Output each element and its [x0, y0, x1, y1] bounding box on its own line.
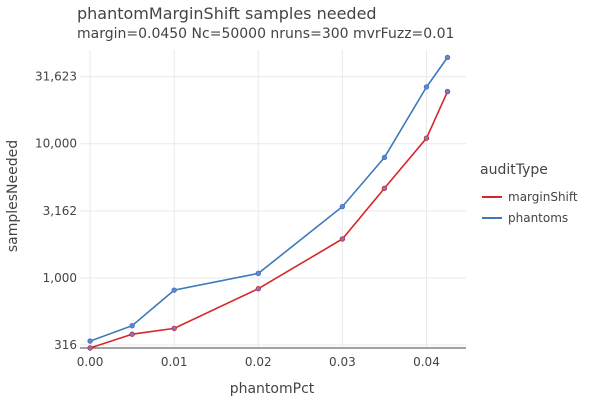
grid [80, 50, 466, 348]
data-point-phantoms [171, 287, 177, 293]
legend-title: auditType [480, 162, 548, 178]
x-tick-label: 0.01 [161, 355, 188, 369]
series-line-marginShift [89, 91, 449, 349]
data-point-marginShift [381, 185, 388, 192]
chart-subtitle: margin=0.0450 Nc=50000 nruns=300 mvrFuzz… [77, 26, 454, 42]
data-point-marginShift [129, 331, 135, 337]
data-point-marginShift [339, 236, 346, 242]
data-point-phantoms [444, 54, 451, 61]
y-tick-label: 10,000 [35, 137, 77, 151]
x-tick-label: 0.00 [77, 355, 104, 369]
x-axis-label: phantomPct [230, 381, 315, 397]
x-tick-label: 0.02 [245, 355, 272, 369]
data-point-phantoms [423, 84, 430, 90]
axes: 0.00 0.01 0.02 0.03 0.04 316 1,000 3,162 10,000 3… [35, 70, 466, 369]
data-point-marginShift [255, 286, 261, 292]
y-tick-label: 31,623 [35, 70, 77, 84]
data-point-phantoms [255, 270, 261, 277]
data-point-phantoms [339, 203, 346, 210]
y-tick-label: 3,162 [43, 204, 77, 218]
data-point-marginShift [171, 325, 177, 332]
data-point-phantoms [87, 338, 93, 344]
x-tick-label: 0.04 [413, 355, 440, 369]
y-tick-label: 1,000 [43, 271, 77, 285]
legend-label-marginShift: marginShift [508, 190, 578, 204]
data-point-marginShift [423, 135, 430, 141]
data-point-marginShift [444, 88, 451, 95]
data-point-phantoms [129, 322, 135, 329]
data-point-phantoms [381, 154, 388, 161]
legend: auditType marginShift phantoms [480, 162, 578, 225]
x-tick-label: 0.03 [329, 355, 356, 369]
series-line-phantoms [89, 56, 449, 342]
data-point-marginShift [87, 345, 93, 351]
chart-title: phantomMarginShift samples needed [77, 4, 377, 23]
legend-label-phantoms: phantoms [508, 211, 568, 225]
y-axis-label: samplesNeeded [5, 140, 21, 252]
legend-items: marginShift phantoms [482, 190, 578, 225]
y-tick-label: 316 [54, 338, 77, 352]
series-layer [87, 54, 451, 351]
